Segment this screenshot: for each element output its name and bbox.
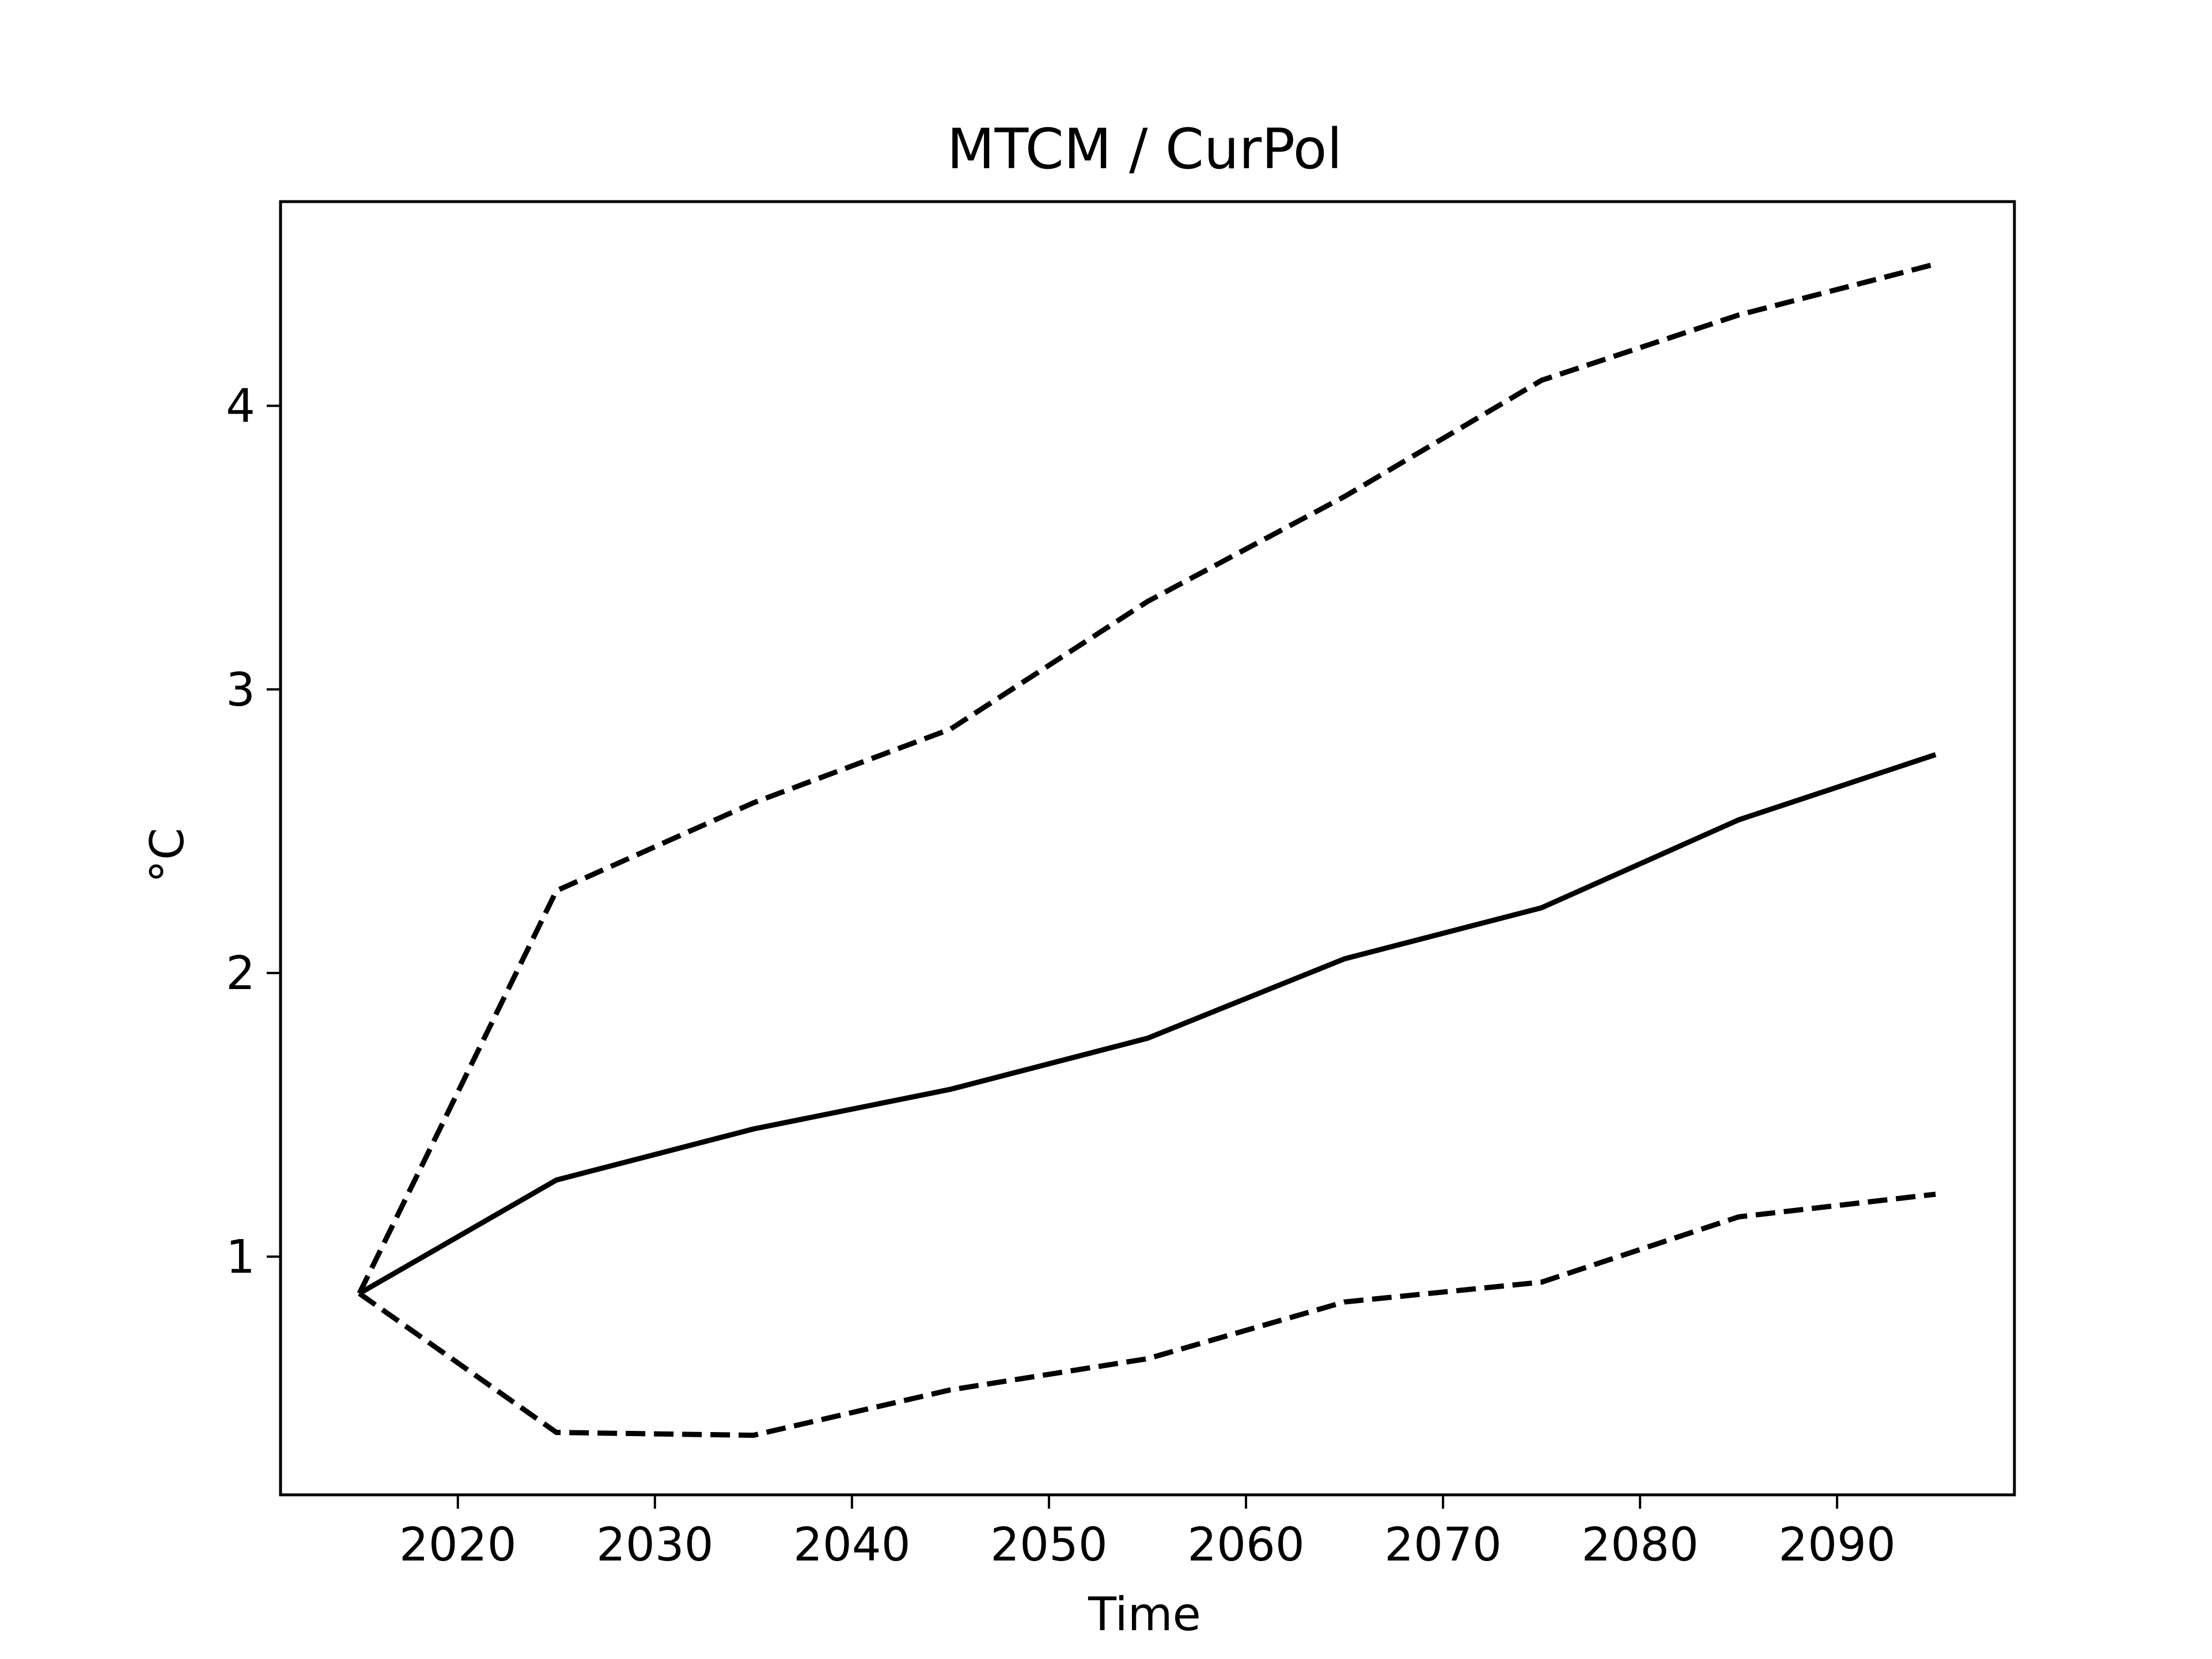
series-line-0 — [358, 752, 1937, 1296]
x-axis: 2020 2030 2040 2050 2060 2070 2080 2090 — [399, 1495, 1896, 1571]
plot-frame — [279, 200, 2016, 1497]
x-tick-label: 2020 — [399, 1518, 517, 1571]
y-tick-label: 2 — [226, 946, 255, 1000]
x-axis-label: Time — [1088, 1588, 1201, 1641]
x-tick-label: 2070 — [1384, 1518, 1502, 1571]
x-tick-label: 2090 — [1778, 1518, 1896, 1571]
plot-area — [357, 261, 1937, 1438]
x-tick-label: 2060 — [1187, 1518, 1305, 1571]
y-axis: 1 2 3 4 — [226, 379, 281, 1283]
x-tick-label: 2080 — [1581, 1518, 1699, 1571]
y-axis-label: °C — [141, 828, 194, 883]
x-tick-label: 2040 — [793, 1518, 911, 1571]
x-tick-label: 2050 — [990, 1518, 1108, 1571]
y-tick-label: 3 — [226, 663, 255, 717]
y-tick-label: 1 — [226, 1230, 255, 1283]
series-line-1 — [357, 261, 1937, 1295]
x-tick-label: 2030 — [596, 1518, 714, 1571]
chart-title: MTCM / CurPol — [947, 117, 1342, 181]
y-tick-label: 4 — [226, 379, 255, 433]
